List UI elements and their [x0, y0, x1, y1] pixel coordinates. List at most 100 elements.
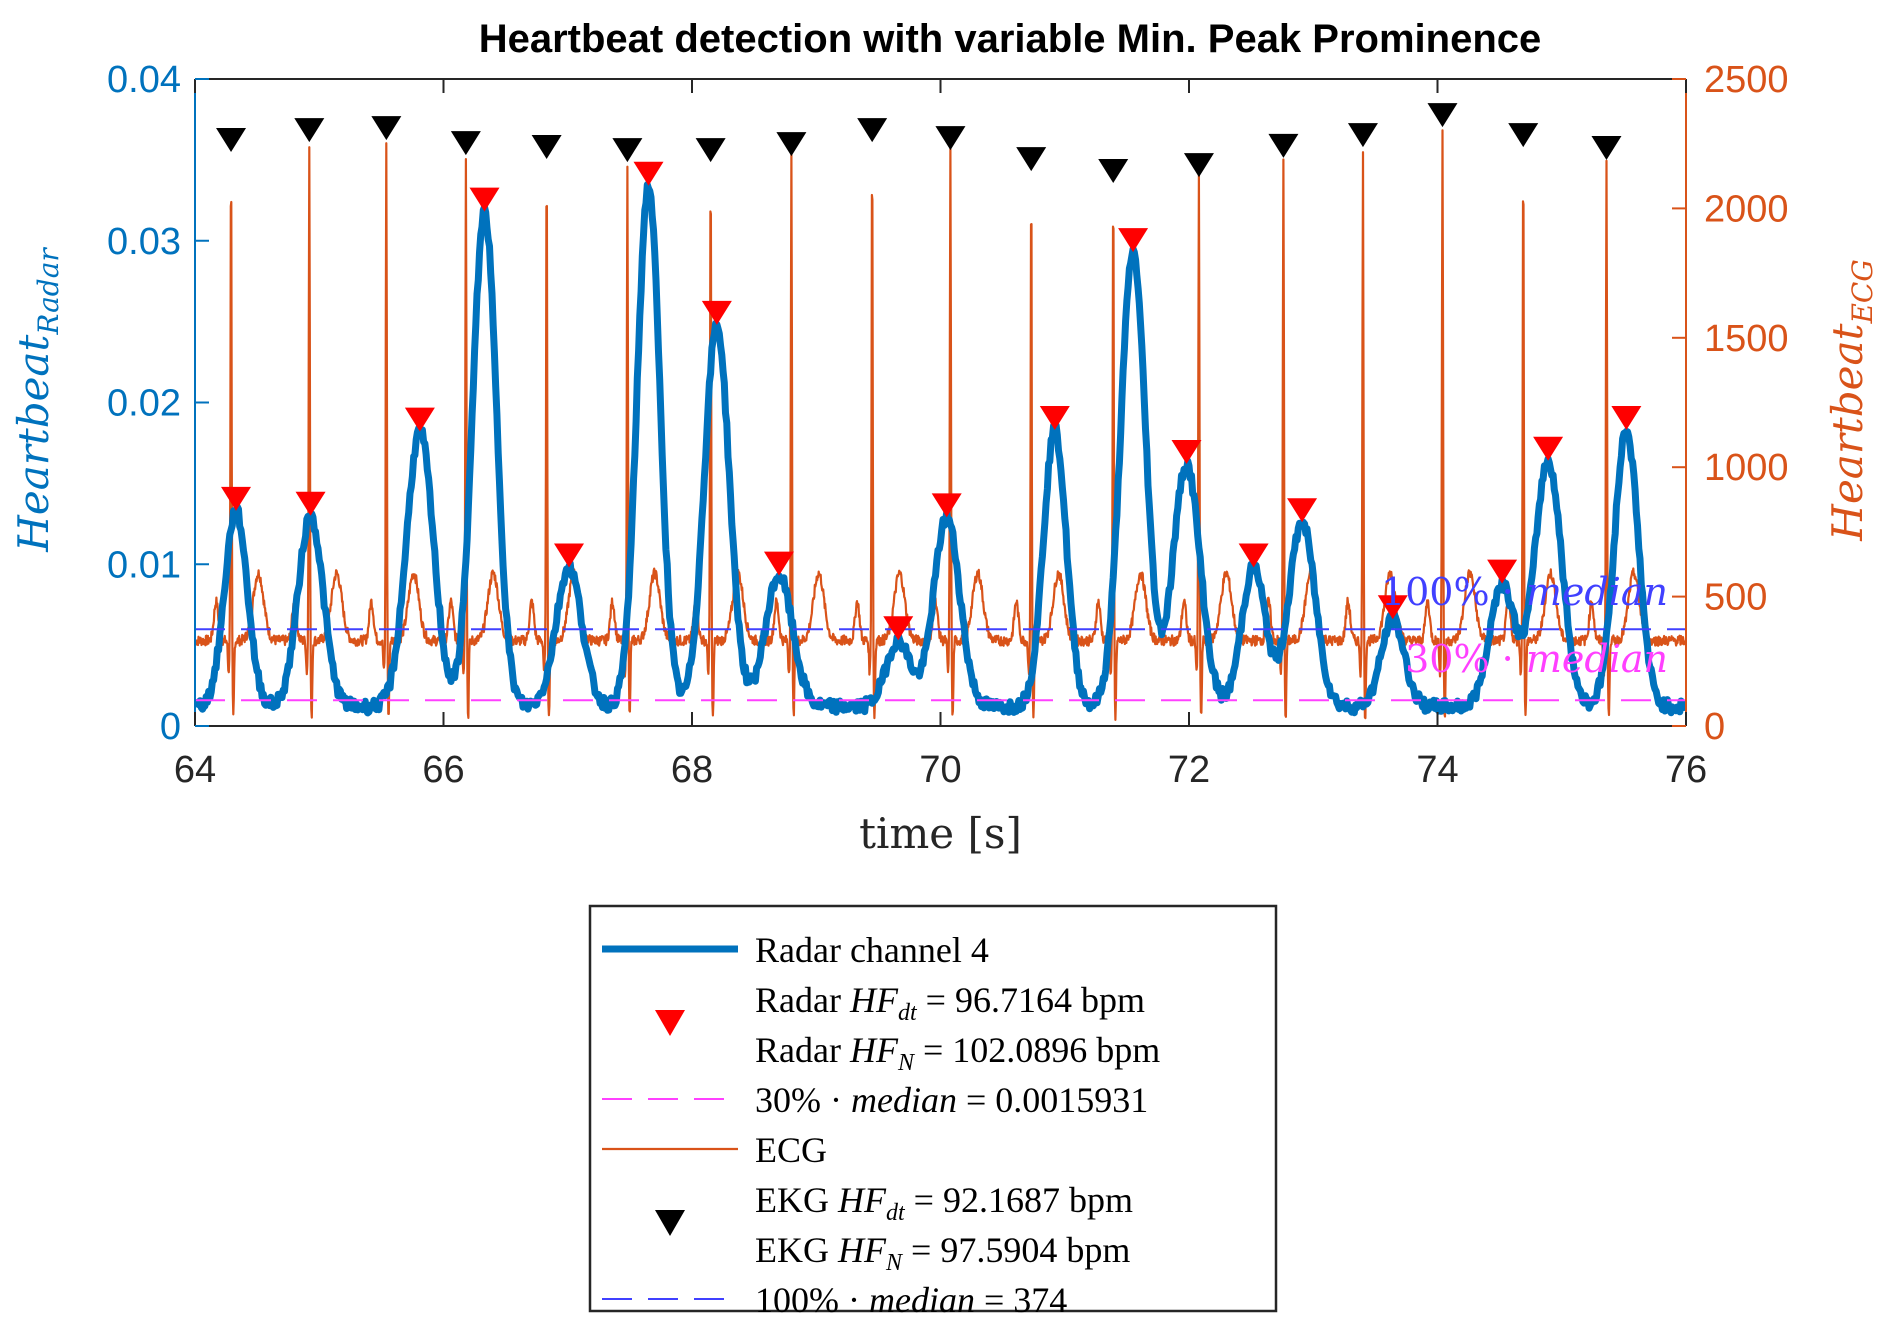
radar-peak-marker [1039, 405, 1070, 430]
y-right-tick-label: 1000 [1704, 447, 1789, 489]
marker-layer [216, 103, 1642, 641]
ecg-peak-marker [776, 132, 807, 157]
legend-label-value: = 0.0015931 [957, 1080, 1148, 1120]
radar-peak-marker [701, 300, 732, 325]
legend-label-value: = 102.0896 bpm [914, 1030, 1160, 1070]
legend-entry-label: Radar HFdt = 96.7164 bpm [755, 980, 1145, 1026]
legend-symbol-ecg-peak [655, 1210, 685, 1236]
legend-label-variable: median [851, 1080, 957, 1120]
ecg-peak-marker [1098, 159, 1129, 184]
annotation-30pct-median-prefix: 30% [1405, 637, 1489, 681]
ecg-peak-marker [1183, 153, 1214, 178]
radar-peak-marker [763, 551, 794, 576]
ecg-peak-marker [294, 118, 325, 143]
y-right-tick-label: 0 [1704, 706, 1725, 748]
legend-label-subscript: N [897, 1050, 916, 1076]
legend-label-prefix: 100% · [755, 1280, 869, 1320]
x-axis-label: time [s] [859, 809, 1022, 858]
y-right-axis-label-base: Heartbeat [1823, 323, 1872, 541]
annotation-100pct-median-word: median [1526, 570, 1668, 614]
legend-label-value: = 96.7164 bpm [917, 980, 1145, 1020]
ecg-peak-marker [935, 126, 966, 151]
ecg-peak-marker [1427, 103, 1458, 128]
ecg-peak-marker [1268, 133, 1299, 158]
annotation-30pct-median-space2 [1514, 637, 1526, 681]
annotation-100pct-median-dot: · [1502, 570, 1514, 614]
y-left-tick-label: 0 [160, 706, 181, 748]
y-right-axis-label-subscript: ECG [1846, 259, 1879, 324]
legend-label-variable: HF [849, 980, 899, 1020]
y-left-tick-label: 0.01 [107, 544, 181, 586]
chart-title: Heartbeat detection with variable Min. P… [479, 17, 1542, 61]
ecg-peak-marker [1016, 147, 1047, 172]
x-tick-label: 64 [174, 749, 216, 791]
radar-peak-marker [404, 407, 435, 432]
y-right-tick-label: 500 [1704, 577, 1767, 619]
ecg-peak-marker [695, 138, 726, 163]
legend-label-variable: HF [837, 1230, 887, 1270]
legend-entry-label: 100% · median = 374 [755, 1280, 1067, 1320]
annotation-100pct-median-prefix: 100% [1381, 570, 1490, 614]
y-left-tick-label: 0.03 [107, 221, 181, 263]
legend-label-value: = 374 [975, 1280, 1067, 1320]
legend-entry-label: 30% · median = 0.0015931 [755, 1080, 1148, 1120]
annotation-100pct-median: 100% · median [1381, 570, 1668, 614]
radar-peak-marker [469, 187, 500, 212]
annotation-30pct-median: 30% · median [1405, 637, 1668, 681]
legend-box [588, 904, 1278, 1313]
legend-entry-label: ECG [755, 1130, 827, 1170]
legend-symbol-radar-peak [655, 1010, 685, 1036]
legend-label-value: = 92.1687 bpm [905, 1180, 1133, 1220]
ecg-peak-marker [1508, 123, 1539, 148]
radar-peak-marker [221, 486, 252, 511]
radar-peak-marker [1171, 439, 1202, 464]
radar-peak-marker [931, 493, 962, 518]
legend-entry-label: EKG HFdt = 92.1687 bpm [755, 1180, 1133, 1226]
legend-label-value: = 97.5904 bpm [902, 1230, 1130, 1270]
radar-peak-marker [883, 616, 914, 641]
legend-label-prefix: Radar channel 4 [755, 930, 989, 970]
legend-label-prefix: EKG [755, 1180, 838, 1220]
y-right-tick-label: 2500 [1704, 59, 1789, 101]
legend-label-prefix: Radar [755, 980, 850, 1020]
radar-peak-marker [553, 543, 584, 568]
radar-peak-marker [1377, 595, 1408, 620]
ecg-peak-marker [1591, 136, 1622, 161]
legend-entry-label: Radar channel 4 [755, 930, 989, 970]
y-left-axis-label-base: Heartbeat [9, 335, 58, 553]
y-left-axis-label: HeartbeatRadar [9, 247, 65, 553]
ecg-peak-marker [371, 116, 402, 141]
radar-peak-marker [1533, 436, 1564, 461]
y-left-axis-label-text: HeartbeatRadar [9, 247, 65, 553]
legend-label-prefix: 30% · [755, 1080, 851, 1120]
legend-label-subscript: dt [898, 1000, 918, 1026]
legend-label-subscript: dt [886, 1200, 906, 1226]
annotation-30pct-median-word: median [1526, 637, 1668, 681]
x-tick-label: 76 [1665, 749, 1707, 791]
legend-label-variable: HF [849, 1030, 899, 1070]
y-right-axis-label-text: HeartbeatECG [1823, 259, 1879, 541]
ecg-peak-marker [857, 118, 888, 143]
radar-peak-marker [1118, 228, 1149, 253]
radar-peak-marker [1611, 405, 1642, 430]
ecg-peak-marker [216, 127, 247, 152]
axes: 64 66 68 70 72 74 7600.010.020.030.04050010001… [9, 59, 1879, 858]
legend-label-variable: median [869, 1280, 975, 1320]
legend-entry-label: Radar HFN = 102.0896 bpm [755, 1030, 1160, 1076]
radar-trace [195, 181, 1686, 717]
ecg-peak-marker [531, 134, 562, 159]
legend-entry-label: EKG HFN = 97.5904 bpm [755, 1230, 1130, 1276]
annotation-30pct-median-space [1490, 637, 1502, 681]
ecg-peak-marker [450, 131, 481, 156]
radar-peak-marker [1487, 559, 1518, 584]
legend-label-variable: HF [837, 1180, 887, 1220]
plot-area [195, 129, 1686, 722]
y-right-tick-label: 2000 [1704, 188, 1789, 230]
y-left-tick-label: 0.04 [107, 59, 181, 101]
annotation-100pct-median-space [1490, 570, 1502, 614]
ecg-peak-marker [612, 138, 643, 163]
radar-peak-marker [633, 161, 664, 186]
y-left-tick-label: 0.02 [107, 383, 181, 425]
